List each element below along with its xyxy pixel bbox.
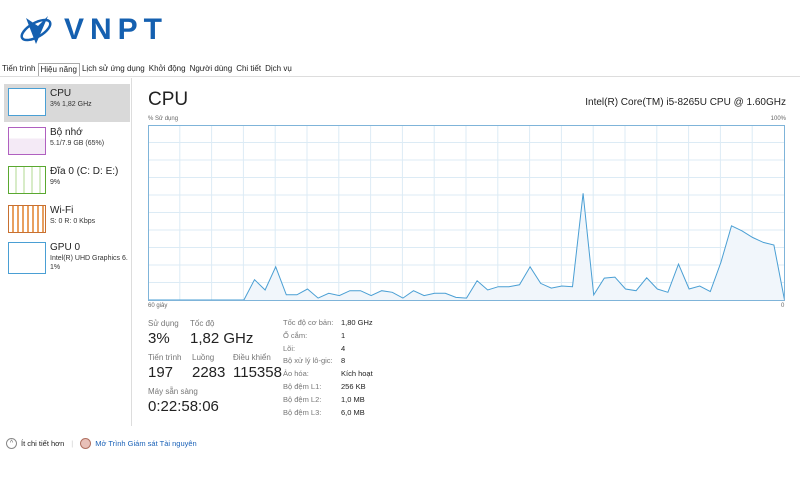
sidebar-sub: S: 0 R: 0 Kbps	[50, 218, 96, 225]
spec-value: 1,80 GHz	[341, 318, 373, 327]
chart-border	[148, 125, 785, 301]
processes-label: Tiến trình	[148, 353, 182, 362]
tab-app-history[interactable]: Lịch sử ứng dụng	[81, 64, 145, 73]
usage-label: Sử dụng	[148, 319, 179, 328]
sidebar-sub: 1%	[50, 264, 61, 271]
speed-label: Tốc độ	[190, 319, 215, 328]
sidebar-sub: 3% 1,82 GHz	[50, 101, 92, 108]
open-resource-monitor-link[interactable]: Mở Trình Giám sát Tài nguyên	[95, 439, 197, 448]
vnpt-logo: VNPT	[18, 12, 168, 48]
threads-label: Luồng	[192, 353, 215, 362]
spec-value: 6,0 MB	[341, 407, 365, 417]
logo-text: VNPT	[64, 13, 169, 46]
spec-label: Bộ đệm L3:	[283, 407, 322, 417]
page-title: CPU	[148, 89, 189, 110]
sidebar-title: Wi-Fi	[50, 205, 74, 216]
tab-startup[interactable]: Khởi động	[148, 64, 186, 73]
memory-thumbnail	[8, 127, 46, 155]
spec-label: Ảo hóa:	[283, 369, 309, 379]
spec-value: Kích hoạt	[341, 369, 373, 379]
y-max-label: 100%	[770, 116, 786, 122]
spec-value: 8	[341, 356, 346, 366]
wifi-thumbnail	[8, 205, 46, 233]
uptime-label: Máy sẵn sàng	[148, 387, 198, 396]
sidebar-title: CPU	[50, 88, 72, 99]
tab-details[interactable]: Chi tiết	[236, 64, 262, 73]
spec-value: 256 KB	[341, 382, 366, 391]
sidebar-item-wifi[interactable]: Wi-Fi S: 0 R: 0 Kbps	[4, 201, 130, 239]
speed-value: 1,82 GHz	[190, 330, 254, 347]
sidebar-title: GPU 0	[50, 242, 81, 253]
spec-label: Lõi:	[283, 343, 296, 353]
spec-value: 4	[341, 343, 346, 353]
tab-users[interactable]: Người dùng	[189, 64, 233, 73]
tab-services[interactable]: Dịch vụ	[265, 64, 292, 73]
cpu-usage-chart	[148, 125, 785, 301]
spec-label: Ổ cắm:	[283, 330, 308, 340]
gpu-thumbnail	[8, 242, 46, 274]
spec-value: 1	[341, 330, 346, 340]
sidebar-item-memory[interactable]: Bộ nhớ 5.1/7.9 GB (65%)	[4, 123, 130, 161]
chevron-up-icon[interactable]: ^	[6, 438, 17, 449]
sidebar-sub: 5.1/7.9 GB (65%)	[50, 140, 105, 147]
cpu-thumbnail	[8, 88, 46, 116]
divider: |	[71, 439, 74, 448]
usage-value: 3%	[148, 330, 170, 347]
spec-value: 1,0 MB	[341, 394, 365, 404]
cpu-model: Intel(R) Core(TM) i5-8265U CPU @ 1.60GHz	[585, 97, 786, 108]
vnpt-logo-icon	[20, 16, 52, 44]
resource-sidebar: CPU 3% 1,82 GHz Bộ nhớ 5.1/7.9 GB (65%) Đĩ…	[0, 78, 132, 426]
spec-label: Tốc độ cơ bản:	[283, 318, 334, 327]
disk-thumbnail	[8, 166, 46, 194]
tab-processes[interactable]: Tiến trình	[2, 64, 36, 73]
spec-label: Bộ đệm L1:	[283, 382, 322, 391]
y-axis-label: % Sử dụng	[148, 116, 179, 122]
fewer-details-link[interactable]: Ít chi tiết hơn	[21, 439, 65, 448]
x-right-label: 0	[781, 303, 785, 309]
sidebar-item-disk[interactable]: Đĩa 0 (C: D: E:) 9%	[4, 162, 130, 200]
sidebar-sub: 9%	[50, 179, 61, 186]
sidebar-title: Bộ nhớ	[50, 127, 83, 138]
footer: ^ Ít chi tiết hơn | Mở Trình Giám sát Tà…	[6, 438, 197, 449]
handles-label: Điều khiển	[233, 353, 271, 362]
usage-area	[148, 193, 785, 300]
spec-label: Bộ xử lý lô-gic:	[283, 356, 333, 366]
handles-value: 115358	[233, 364, 282, 381]
sidebar-item-cpu[interactable]: CPU 3% 1,82 GHz	[4, 84, 130, 122]
tab-bar: Tiến trình Hiệu năng Lịch sử ứng dụng Kh…	[0, 63, 800, 77]
sidebar-title: Đĩa 0 (C: D: E:)	[50, 166, 119, 177]
resource-monitor-icon	[80, 438, 92, 449]
threads-value: 2283	[192, 364, 226, 381]
uptime-value: 0:22:58:06	[148, 398, 219, 415]
sidebar-sub: Intel(R) UHD Graphics 6.	[50, 255, 128, 262]
x-left-label: 60 giây	[148, 303, 168, 309]
processes-value: 197	[148, 364, 174, 381]
spec-label: Bộ đệm L2:	[283, 394, 322, 404]
sidebar-item-gpu[interactable]: GPU 0 Intel(R) UHD Graphics 6. 1%	[4, 238, 130, 280]
tab-performance[interactable]: Hiệu năng	[37, 63, 80, 76]
